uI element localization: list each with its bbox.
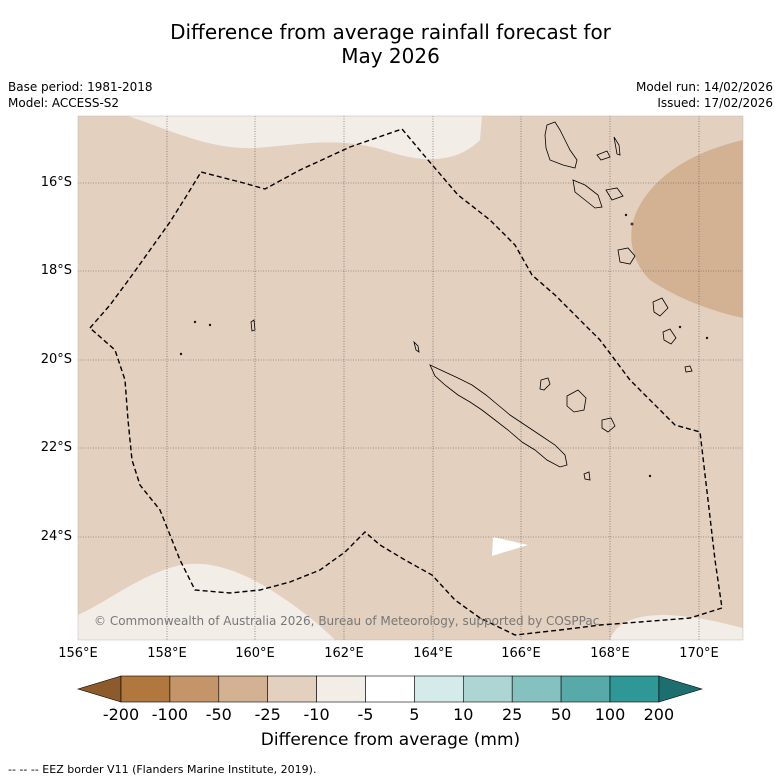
colorbar-tick-label: -5 [357,705,374,724]
colorbar-tick-label: -50 [205,705,232,724]
lon-label-160e: 160°E [235,646,275,661]
small-island-7 [624,213,628,217]
colorbar-segment [462,675,513,703]
colorbar-segment [609,675,660,703]
lon-label-164e: 164°E [413,646,453,661]
small-island-3 [179,352,183,356]
ouvea-island [539,377,551,391]
lat-label-22s: 22°S [40,440,72,455]
colorbar-segment [169,675,220,703]
small-island-5 [705,336,709,340]
map-title: Difference from average rainfall forecas… [0,20,781,68]
colorbar [76,675,703,703]
meta-left: Base period: 1981-2018 Model: ACCESS-S2 [8,79,153,111]
erromango-island [652,297,669,317]
lat-label-18s: 18°S [40,263,72,278]
colorbar-segment [560,675,611,703]
colorbar-segment [316,675,366,703]
colorbar-segment [267,675,317,703]
ambae-island [596,150,611,161]
colorbar-tick-label: 5 [409,705,420,724]
colorbar-tick-label: -10 [303,705,330,724]
epi-island [605,187,624,201]
colorbar-tick-label: 50 [550,705,572,724]
eez-border [89,128,723,636]
mare-island [601,417,616,433]
belep-islands [413,340,420,353]
lat-label-20s: 20°S [40,352,72,367]
map-frame [77,115,744,641]
graticule [78,116,743,640]
colorbar-tick-label: 25 [502,705,523,724]
coastlines [179,121,709,481]
lon-label-162e: 162°E [324,646,364,661]
lon-label-166e: 166°E [501,646,541,661]
meta-right: Model run: 14/02/2026 Issued: 17/02/2026 [636,79,773,111]
isle-of-pines [583,471,591,481]
colorbar-segment [414,675,464,703]
colorbar-tick-label: -200 [102,705,140,724]
model-name: Model: ACCESS-S2 [8,96,120,110]
efate-island [617,247,636,265]
aneityum-island [684,365,693,373]
small-island-8 [630,222,634,226]
anomaly-fill-25-50-drier [631,140,743,318]
colorbar-tick-label: 100 [594,705,626,724]
colorbar-segment [365,675,415,703]
espiritu-santo-island [544,121,578,169]
malekula-island [572,179,603,209]
colorbar-segment [511,675,562,703]
anomaly-fill-10-25-drier [78,116,743,640]
lifou-island [566,389,587,413]
base-period: Base period: 1981-2018 [8,80,153,94]
lon-label-168e: 168°E [590,646,630,661]
lat-label-24s: 24°S [40,529,72,544]
anomaly-fill-normal-patch [492,537,528,556]
lon-label-158e: 158°E [147,646,187,661]
colorbar-segment [120,675,171,703]
small-island-1 [193,320,197,324]
title-line-2: May 2026 [341,44,440,68]
colorbar-tick-label: -25 [254,705,281,724]
colorbar-segment [218,675,269,703]
colorbar-title: Difference from average (mm) [260,730,521,750]
colorbar-tick-label: -100 [151,705,189,724]
colorbar-tick-label: 10 [453,705,474,724]
anomaly-fill-near-normal-north [128,116,482,160]
chesterfield-reef [250,319,256,332]
issued-date: Issued: 17/02/2026 [657,96,773,110]
anomaly-fill-near-normal-southwest [78,563,335,640]
new-caledonia-island [429,364,568,468]
colorbar-extend-high [658,675,703,703]
maewo-island [613,136,621,156]
small-island-2 [208,323,212,327]
lon-label-156e: 156°E [58,646,98,661]
model-run: Model run: 14/02/2026 [635,80,773,94]
map-panel [78,116,743,640]
copyright-notice: © Commonwealth of Australia 2026, Bureau… [94,614,600,628]
colorbar-tick-label: 200 [643,705,675,724]
small-island-4 [648,474,652,478]
title-line-1: Difference from average rainfall forecas… [170,20,611,44]
small-island-6 [678,325,682,329]
tanna-island [662,328,677,345]
lat-label-16s: 16°S [40,175,72,190]
colorbar-extend-low [76,675,122,703]
eez-legend-footnote: -- -- -- EEZ border V11 (Flanders Marine… [8,763,317,776]
lon-label-170e: 170°E [679,646,719,661]
